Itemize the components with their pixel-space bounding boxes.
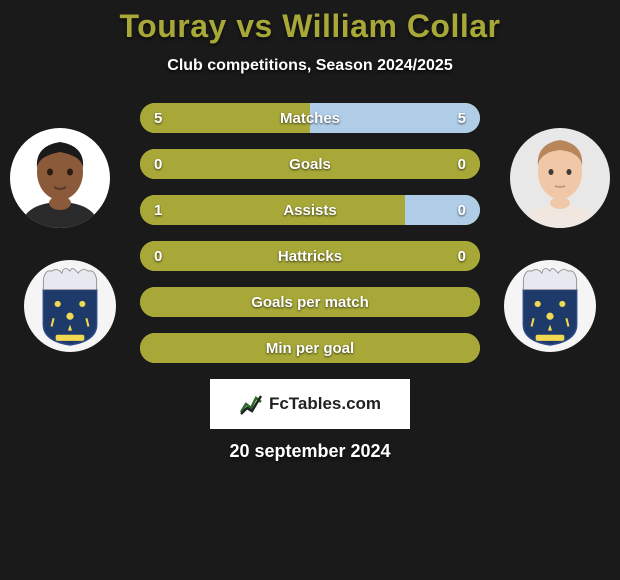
stat-value-right: 0	[458, 241, 466, 271]
avatar-right-icon	[510, 128, 610, 228]
fctables-logo-icon	[239, 392, 263, 416]
stat-row: Matches5 5	[140, 103, 480, 133]
player-left-avatar	[10, 128, 110, 228]
stat-value-right: 5	[458, 103, 466, 133]
club-crest-left	[24, 260, 116, 352]
brand-name: FcTables.com	[269, 394, 381, 414]
stat-row: Goals per match	[140, 287, 480, 317]
stat-row: Goals0 0	[140, 149, 480, 179]
stat-value-left: 5	[154, 103, 162, 133]
comparison-card: Touray vs William Collar Club competitio…	[0, 0, 620, 580]
stat-value-left: 1	[154, 195, 162, 225]
crest-icon	[517, 265, 583, 347]
avatar-left-icon	[10, 128, 110, 228]
stat-value-left: 0	[154, 149, 162, 179]
brand-box[interactable]: FcTables.com	[210, 379, 410, 429]
stat-label: Goals	[140, 149, 480, 179]
subtitle: Club competitions, Season 2024/2025	[0, 57, 620, 75]
player-right-avatar	[510, 128, 610, 228]
stat-label: Assists	[140, 195, 480, 225]
stat-label: Matches	[140, 103, 480, 133]
stat-value-left: 0	[154, 241, 162, 271]
stat-row: Min per goal	[140, 333, 480, 363]
page-title: Touray vs William Collar	[0, 8, 620, 45]
stat-value-right: 0	[458, 149, 466, 179]
club-crest-right	[504, 260, 596, 352]
stat-row: Hattricks0 0	[140, 241, 480, 271]
stat-label: Min per goal	[140, 333, 480, 363]
stat-label: Goals per match	[140, 287, 480, 317]
stats-bars: Matches55Goals00Assists10Hattricks00Goal…	[140, 103, 480, 363]
stat-row: Assists1 0	[140, 195, 480, 225]
stat-label: Hattricks	[140, 241, 480, 271]
stat-value-right: 0	[458, 195, 466, 225]
date-text: 20 september 2024	[0, 441, 620, 462]
crest-icon	[37, 265, 103, 347]
